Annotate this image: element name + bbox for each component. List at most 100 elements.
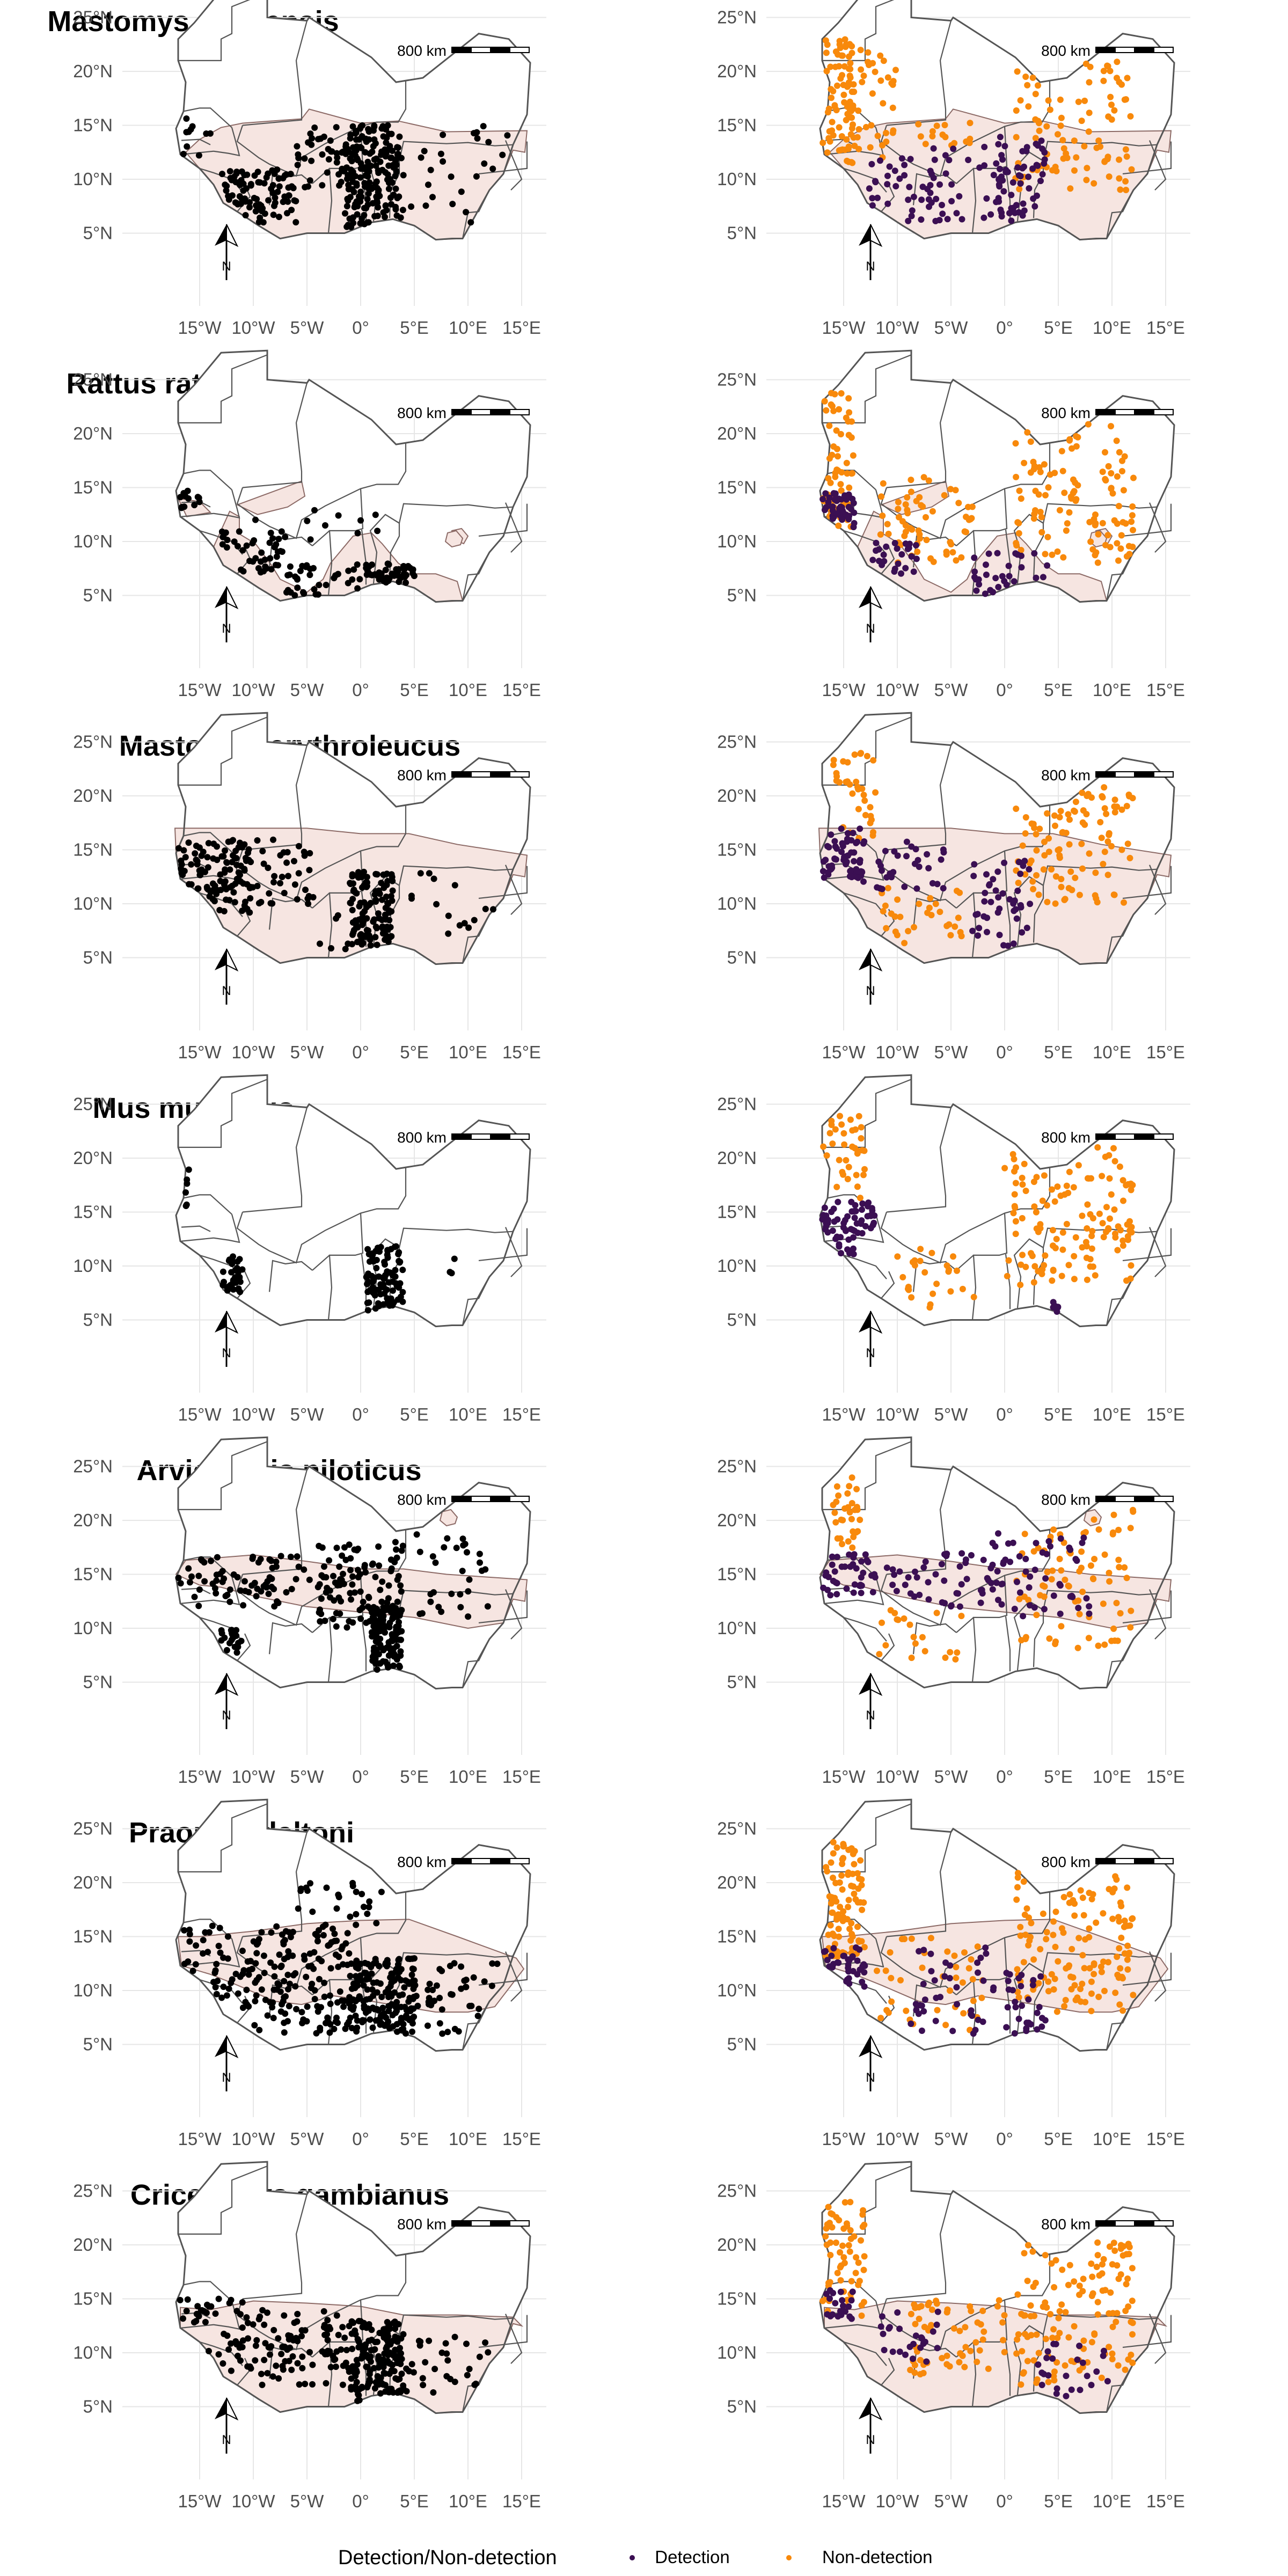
scale-bar-label: 800 km — [1041, 2216, 1091, 2233]
non-detection-point — [1078, 1548, 1085, 1555]
presence-point — [243, 2314, 250, 2321]
non-detection-point — [845, 1163, 852, 1170]
presence-point — [444, 2029, 451, 2036]
non-detection-point — [1056, 2308, 1063, 2315]
presence-point — [210, 1979, 217, 1986]
lat-tick-label: 25°N — [717, 1819, 757, 1839]
presence-point — [229, 1261, 236, 1267]
presence-point — [292, 197, 299, 204]
non-detection-point — [914, 548, 921, 555]
presence-point — [307, 1880, 313, 1887]
presence-point — [375, 2007, 382, 2014]
presence-point — [295, 155, 302, 162]
detection-point — [837, 2288, 844, 2295]
non-detection-point — [1054, 548, 1061, 555]
non-detection-point — [1062, 1576, 1069, 1583]
non-detection-point — [1108, 843, 1115, 850]
non-detection-point — [1100, 1910, 1107, 1917]
presence-point — [188, 1573, 195, 1580]
non-detection-point — [1088, 1896, 1095, 1902]
presence-point — [365, 1975, 372, 1982]
presence-point — [229, 1976, 236, 1983]
non-detection-point — [845, 1897, 852, 1904]
north-label: N — [222, 984, 231, 998]
presence-point — [267, 1999, 274, 2006]
non-detection-point — [863, 123, 869, 130]
presence-point — [499, 151, 506, 158]
non-detection-point — [863, 752, 870, 759]
detection-point — [965, 157, 972, 163]
lon-tick-label: 10°E — [449, 318, 487, 338]
detection-point — [850, 1245, 857, 1252]
presence-point — [375, 2364, 382, 2371]
non-detection-point — [824, 149, 831, 156]
presence-point — [380, 1646, 387, 1653]
non-detection-point — [848, 2278, 855, 2285]
non-detection-point — [1024, 2242, 1031, 2249]
lat-tick-label: 15°N — [73, 840, 113, 860]
detection-point — [869, 195, 876, 202]
detection-point — [909, 2355, 916, 2362]
non-detection-point — [823, 407, 830, 414]
presence-point — [398, 2019, 405, 2026]
detection-point — [838, 1250, 844, 1257]
detection-point — [1003, 2024, 1010, 2031]
non-detection-point — [1091, 1556, 1098, 1562]
non-detection-point — [1118, 1934, 1125, 1941]
non-detection-point — [1106, 2243, 1113, 2250]
presence-point — [211, 898, 218, 905]
non-detection-point — [848, 43, 855, 50]
presence-point — [241, 172, 248, 179]
detection-point — [983, 195, 990, 202]
non-detection-point — [1059, 1246, 1066, 1253]
detection-point — [913, 2007, 920, 2014]
presence-point — [235, 2352, 241, 2359]
presence-point — [197, 872, 204, 879]
presence-point — [396, 1257, 402, 1264]
north-label: N — [222, 2433, 231, 2447]
non-detection-point — [1117, 1610, 1124, 1617]
presence-point — [353, 923, 360, 930]
lon-tick-label: 0° — [996, 1404, 1013, 1424]
detection-point — [1017, 180, 1024, 187]
presence-point — [328, 148, 335, 155]
detection-point — [829, 2311, 836, 2318]
presence-point — [305, 901, 312, 907]
lon-tick-label: 15°W — [822, 680, 866, 700]
non-detection-point — [1050, 2326, 1057, 2333]
detection-point — [992, 575, 999, 582]
presence-point — [333, 1905, 340, 1912]
presence-point — [321, 2322, 328, 2329]
non-detection-point — [838, 133, 845, 140]
detection-point — [1014, 887, 1021, 894]
presence-point — [359, 2017, 366, 2024]
presence-point — [278, 2351, 285, 2358]
presence-point — [317, 2024, 324, 2031]
non-detection-point — [1115, 557, 1122, 564]
detection-point — [996, 905, 1003, 912]
detection-point — [941, 1973, 948, 1980]
presence-point — [270, 2015, 277, 2022]
presence-point — [362, 164, 369, 171]
presence-point — [204, 2301, 210, 2308]
non-detection-point — [1035, 82, 1041, 89]
detection-point — [924, 851, 931, 858]
non-detection-point — [959, 2352, 966, 2359]
detection-point — [896, 175, 903, 182]
detection-point — [889, 1566, 896, 1573]
detection-point — [948, 1603, 954, 1610]
non-detection-point — [1068, 2358, 1075, 2365]
presence-point — [183, 129, 190, 136]
presence-point — [440, 131, 447, 138]
detection-point — [873, 539, 880, 546]
presence-point — [226, 866, 233, 873]
presence-point — [321, 1993, 328, 2000]
presence-point — [392, 185, 399, 192]
detection-point — [977, 1599, 984, 1606]
presence-point — [294, 2360, 301, 2367]
presence-point — [303, 1973, 310, 1980]
non-detection-point — [860, 2266, 867, 2273]
presence-point — [388, 130, 395, 137]
detection-point — [913, 885, 920, 892]
non-detection-point — [884, 74, 891, 81]
